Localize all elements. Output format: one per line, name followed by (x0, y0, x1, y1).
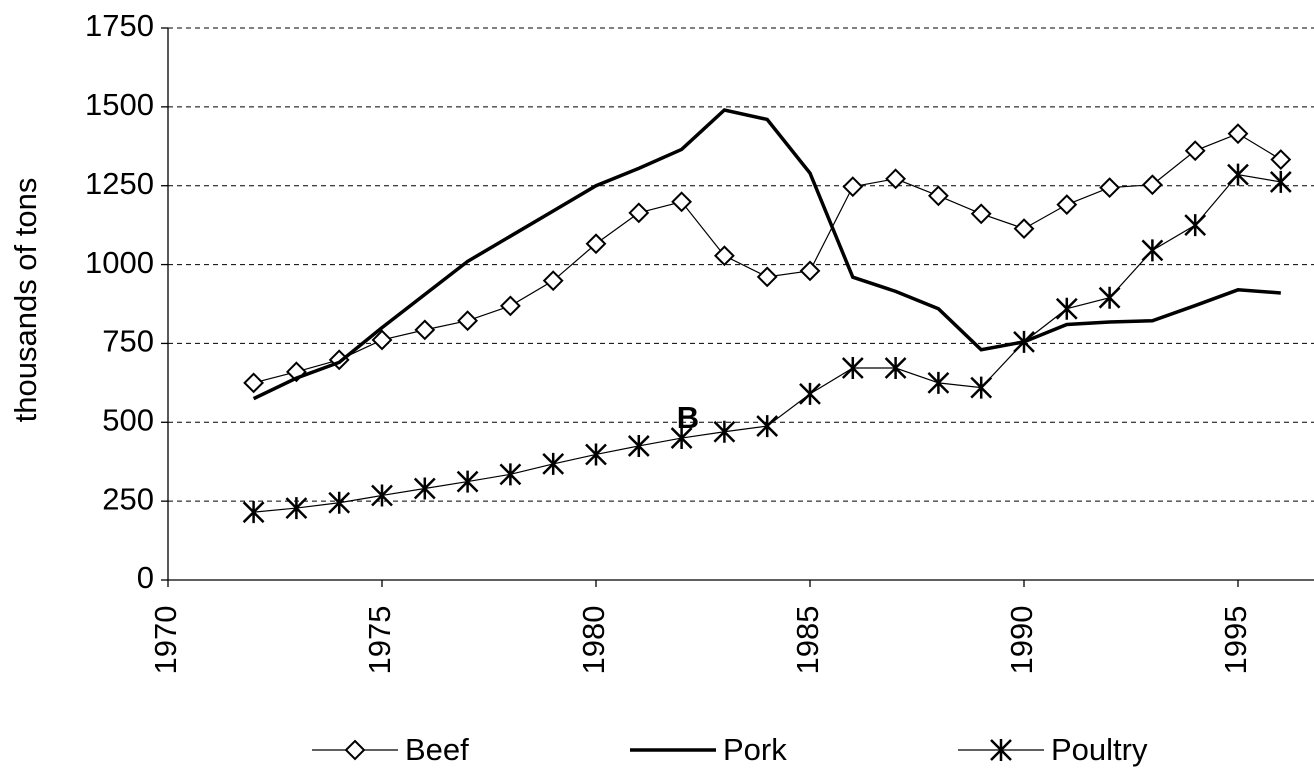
marker (1269, 170, 1292, 193)
marker (756, 415, 779, 438)
x-tick-label: 1980 (576, 606, 611, 675)
y-tick-label: 250 (102, 481, 154, 516)
marker (242, 501, 265, 524)
marker (371, 329, 393, 351)
marker (841, 357, 864, 380)
marker (990, 739, 1012, 761)
legend-label: Beef (405, 732, 469, 767)
marker (285, 497, 308, 520)
legend-item: Beef (312, 732, 469, 767)
marker (884, 357, 907, 380)
marker (456, 470, 479, 493)
series-line (253, 133, 1282, 384)
marker (1141, 239, 1164, 262)
legend-label: Poultry (1051, 732, 1148, 767)
marker (328, 491, 351, 514)
marker (756, 266, 778, 288)
legend-item: Poultry (958, 732, 1148, 767)
marker (927, 185, 949, 207)
marker (927, 371, 950, 394)
marker (371, 484, 393, 507)
y-tick-label: 500 (102, 402, 154, 437)
y-tick-label: 0 (137, 560, 154, 595)
x-tick-label: 1990 (1004, 606, 1039, 675)
marker (713, 245, 735, 267)
marker (499, 295, 521, 317)
marker (1270, 149, 1292, 170)
series-line (252, 108, 1281, 401)
marker (627, 434, 650, 457)
marker (1013, 218, 1035, 240)
marker (585, 443, 607, 466)
legend-item: Pork (630, 732, 787, 767)
annotation: B (677, 400, 699, 435)
marker (628, 202, 650, 224)
marker (1227, 163, 1249, 186)
y-axis-label: thousands of tons (8, 178, 43, 423)
x-tick-label: 1970 (148, 606, 183, 675)
marker (885, 168, 907, 190)
marker (842, 176, 864, 198)
marker (413, 477, 436, 500)
x-tick-label: 1985 (790, 606, 825, 675)
y-tick-label: 1000 (85, 245, 154, 280)
marker (414, 319, 436, 341)
legend-label: Pork (723, 732, 787, 767)
marker (1013, 330, 1035, 353)
marker (457, 310, 479, 332)
marker (344, 739, 366, 761)
marker (1184, 140, 1206, 162)
y-tick-label: 1750 (85, 8, 154, 43)
marker (1056, 194, 1078, 216)
marker (1141, 174, 1163, 196)
marker (799, 260, 821, 282)
y-tick-label: 1250 (85, 166, 154, 201)
marker (499, 463, 522, 486)
marker (542, 452, 565, 475)
marker (243, 372, 265, 394)
y-tick-label: 1500 (85, 87, 154, 122)
marker (713, 420, 736, 443)
marker (670, 427, 693, 450)
marker (1184, 214, 1207, 237)
marker (970, 376, 993, 399)
marker (1227, 123, 1249, 145)
marker (1099, 177, 1121, 199)
marker (542, 270, 564, 292)
marker (1098, 286, 1121, 309)
marker (1055, 297, 1078, 320)
marker (585, 233, 607, 255)
x-tick-label: 1975 (362, 606, 397, 675)
marker (970, 203, 992, 225)
marker (671, 191, 693, 213)
y-tick-label: 750 (102, 324, 154, 359)
x-tick-label: 1995 (1218, 606, 1253, 675)
marker (799, 382, 821, 405)
